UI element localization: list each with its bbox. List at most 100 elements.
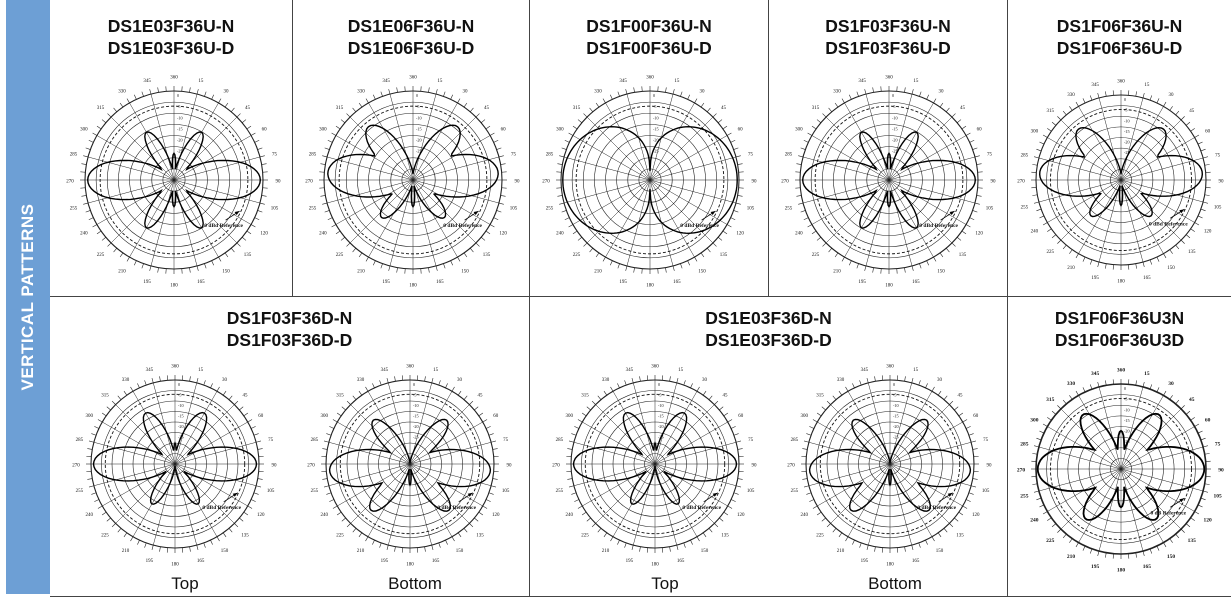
grid-tick — [1156, 545, 1160, 551]
grid-tick — [469, 107, 474, 113]
grid-tick — [210, 383, 213, 388]
grid-tick — [796, 195, 802, 197]
grid-tick — [327, 217, 333, 220]
grid-tick — [230, 107, 235, 113]
grid-tick — [243, 412, 249, 417]
angle-label: 315 — [101, 393, 109, 398]
grid-tick — [730, 217, 736, 220]
angle-label: 210 — [122, 549, 130, 554]
grid-tick — [97, 505, 103, 509]
grid-tick — [246, 125, 252, 130]
grid-tick — [680, 91, 683, 97]
grid-tick — [1194, 511, 1200, 515]
grid-tick — [617, 540, 620, 545]
grid-tick — [1180, 239, 1185, 244]
grid-tick — [821, 517, 826, 522]
grid-tick — [971, 440, 977, 443]
grid-tick — [723, 412, 729, 417]
angle-label: 315 — [581, 393, 589, 398]
angle-label: 210 — [357, 549, 365, 554]
grid-tick — [800, 147, 806, 150]
angle-label: 105 — [747, 206, 755, 211]
angle-label: 60 — [738, 128, 744, 133]
grid-tick — [722, 230, 728, 235]
grid-tick — [469, 400, 474, 405]
grid-tick — [1089, 259, 1093, 265]
angle-label: 120 — [972, 513, 980, 518]
grid-tick — [832, 395, 837, 400]
grid-spoke — [612, 391, 656, 465]
grid-tick — [159, 376, 161, 382]
grid-tick — [564, 217, 570, 220]
grid-tick — [111, 400, 116, 405]
angle-label: 105 — [510, 206, 518, 211]
grid-tick — [911, 377, 914, 383]
angle-label: 30 — [1168, 381, 1174, 387]
angle-label: 270 — [66, 180, 74, 185]
angle-label: 315 — [1046, 397, 1055, 403]
ring-label: -20 — [658, 424, 664, 429]
grid-tick — [1180, 116, 1185, 121]
angle-label: 360 — [885, 76, 893, 81]
grid-tick — [557, 163, 563, 165]
grid-tick — [388, 89, 391, 95]
angle-label: 345 — [858, 79, 866, 84]
grid-tick — [253, 433, 259, 436]
angle-label: 75 — [1215, 154, 1221, 159]
grid-tick — [341, 406, 346, 411]
ring-label: 0 — [1124, 386, 1126, 391]
angle-label: 165 — [912, 559, 920, 564]
grid-tick — [247, 419, 253, 423]
angle-label: 285 — [70, 153, 78, 158]
grid-tick — [261, 163, 267, 165]
grid-tick — [373, 260, 376, 266]
angle-label: 105 — [1214, 205, 1222, 210]
grid-tick — [736, 485, 742, 488]
cell-title: DS1E03F36U-N DS1E03F36U-D — [50, 15, 292, 59]
pattern-cell-ds1f06f36u3: DS1F06F36U3N DS1F06F36U3D 360 15 30 45 60 75 9… — [1008, 297, 1231, 597]
grid-tick — [474, 406, 479, 411]
grid-tick — [257, 478, 263, 480]
grid-tick — [218, 98, 222, 104]
angle-label: 330 — [1067, 93, 1075, 98]
grid-tick — [568, 132, 574, 136]
ring-label: -5 — [893, 393, 897, 398]
grid-tick — [251, 499, 256, 502]
grid-tick — [567, 478, 573, 480]
grid-tick — [224, 252, 229, 258]
grid-tick — [949, 523, 954, 528]
grid-tick — [597, 395, 602, 400]
ring-label: -20 — [416, 138, 422, 143]
grid-tick — [714, 400, 719, 405]
angle-label: 240 — [795, 232, 803, 237]
cell-title: DS1F06F36U-N DS1F06F36U-D — [1008, 15, 1231, 59]
ring-label: -15 — [413, 414, 419, 419]
angle-label: 210 — [594, 270, 602, 275]
grid-tick — [1142, 551, 1145, 557]
grid-tick — [438, 380, 441, 386]
angle-label: 30 — [939, 89, 945, 94]
grid-tick — [874, 376, 876, 382]
grid-spoke — [173, 135, 252, 181]
grid-tick — [1051, 523, 1057, 528]
angle-label: 120 — [257, 513, 265, 518]
cell-title: DS1E06F36U-N DS1E06F36U-D — [293, 15, 529, 59]
grid-tick — [88, 217, 94, 220]
grid-spoke — [173, 156, 261, 181]
angle-label: 360 — [170, 76, 178, 81]
angle-label: 195 — [381, 559, 389, 564]
model-name-n: DS1F03F36U-N — [825, 16, 951, 36]
grid-tick — [945, 247, 950, 253]
grid-tick — [672, 265, 675, 271]
angle-label: 300 — [556, 128, 564, 133]
grid-tick — [478, 412, 484, 417]
grid-tick — [1069, 395, 1073, 400]
grid-tick — [1135, 263, 1137, 269]
angle-label: 285 — [785, 153, 793, 158]
grid-tick — [88, 140, 94, 143]
grid-tick — [1047, 417, 1052, 421]
angle-label: 180 — [409, 284, 417, 289]
grid-spoke — [337, 421, 411, 465]
grid-spoke — [1120, 106, 1164, 181]
grid-spoke — [811, 135, 890, 181]
